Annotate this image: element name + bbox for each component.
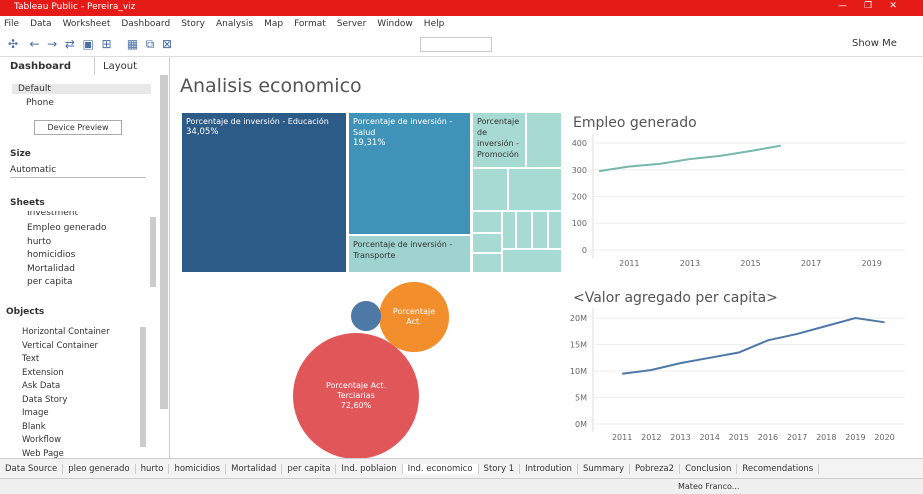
object-item[interactable]: Vertical Container (22, 340, 99, 351)
show-me[interactable]: Show Me (852, 38, 897, 49)
menu-item[interactable]: Dashboard (121, 18, 171, 29)
toolbar-icons[interactable]: ✣ ← → ⇄ ▣ ⊞ ▦ ⧉ ⊠ (8, 37, 173, 51)
tile-label: Porcentaje de inversión - Transporte (353, 240, 453, 260)
treemap-tile[interactable]: Porcentaje de inversión - Transporte (348, 235, 471, 273)
scrollbar[interactable] (150, 217, 156, 287)
object-item[interactable]: Workflow (22, 435, 62, 445)
device-preview-button[interactable]: Device Preview (34, 120, 122, 135)
tile-label: Porcentaje de inversión - Educación (186, 117, 329, 126)
treemap-minor-tile[interactable] (548, 211, 562, 249)
sheet-item[interactable]: Empleo generado (27, 223, 107, 233)
sheet-item[interactable]: homicidios (27, 250, 76, 260)
sheet-tab[interactable]: Introdution (520, 463, 578, 474)
object-item[interactable]: Ask Data (22, 381, 61, 391)
tile-value: 34,05% (186, 127, 219, 137)
object-item[interactable]: Horizontal Container (22, 327, 110, 337)
sheet-item[interactable]: hurto (27, 236, 52, 247)
sheet-tab[interactable]: Recomendations (737, 463, 820, 474)
menu-item[interactable]: Help (423, 18, 445, 29)
treemap-minor-tile[interactable] (502, 211, 516, 249)
menu-item[interactable]: File (4, 18, 20, 29)
menu-item[interactable]: Analysis (215, 18, 254, 29)
dashboard-title: Analisis economico (180, 75, 362, 97)
sheet-item[interactable]: Mortalidad (27, 263, 75, 274)
tile-label: Porcentaje de inversión - Promoción (477, 117, 520, 159)
treemap-minor-tile[interactable] (472, 253, 502, 273)
bubble-value: 72,60% (340, 401, 372, 410)
sheet-tab[interactable]: Conclusion (680, 463, 738, 474)
menu-item[interactable]: Worksheet (62, 18, 111, 29)
treemap-minor-tile[interactable] (502, 249, 562, 273)
bubble-label: Porcentaje Act. (392, 306, 436, 326)
dashboard: Analisis economico Porcentaje de inversi… (170, 57, 923, 459)
sheet-item[interactable]: per capita (27, 277, 73, 287)
bubble-text: Porcentaje Act. (390, 307, 439, 327)
device-option[interactable]: Default (12, 84, 151, 94)
menu-item[interactable]: Window (377, 18, 413, 29)
menu-bar: File Data Worksheet Dashboard Story Analysis M… (0, 16, 923, 31)
bubble-label: Porcentaje Act. Terciarias (325, 381, 387, 400)
sheet-tab[interactable]: Ind. poblaion (336, 463, 403, 474)
sheet-tab[interactable]: Data Source (0, 463, 64, 474)
treemap-minor-tile[interactable] (472, 233, 502, 253)
bubble-text: Porcentaje Act. Terciarias 72,60% (312, 381, 400, 411)
sheet-tab[interactable]: Story 1 (479, 463, 521, 474)
object-item[interactable]: Extension (22, 367, 64, 378)
treemap-minor-tile[interactable] (532, 211, 548, 249)
toolbar: ✣ ← → ⇄ ▣ ⊞ ▦ ⧉ ⊠ Show Me (0, 31, 923, 57)
sheet-item[interactable]: Investment (27, 211, 78, 217)
window-title: Tableau Public - Pereira_viz (14, 2, 136, 12)
treemap-minor-tile[interactable] (516, 211, 532, 249)
sheet-tab[interactable]: Pobreza2 (630, 463, 681, 474)
menu-item[interactable]: Data (30, 18, 52, 29)
sheet-tab[interactable]: Mortalidad (226, 463, 283, 474)
treemap-minor-tile[interactable] (472, 211, 502, 233)
section-label: Sheets (10, 198, 45, 208)
object-item[interactable]: Web Page (22, 448, 64, 459)
treemap-minor-tile[interactable] (472, 168, 508, 211)
sidebar: Dashboard Layout Default Phone Device Previe… (0, 57, 170, 459)
tile-label: Porcentaje de inversión - Salud (353, 117, 453, 137)
bubble[interactable]: Porcentaje Act. Terciarias 72,60% (293, 333, 419, 459)
sheet-tab[interactable]: pleo generado (63, 463, 136, 474)
status-bar: Mateo Franco... (0, 478, 923, 494)
sidebar-tab[interactable]: Layout (103, 61, 137, 72)
menu-item[interactable]: Server (336, 18, 367, 29)
object-item[interactable]: Text (22, 354, 40, 364)
divider (94, 57, 95, 75)
treemap-tile[interactable]: Porcentaje de inversión - Promoción (472, 112, 526, 168)
sheet-tabs: Data Source pleo generado hurto homicidios M… (0, 458, 923, 478)
sidebar-tab[interactable]: Dashboard (10, 61, 71, 72)
dropdown[interactable] (420, 37, 492, 52)
treemap-tile[interactable]: Porcentaje de inversión - Salud 19,31% (348, 112, 471, 235)
sheet-tab[interactable]: Ind. economico (402, 463, 479, 474)
menu-item[interactable]: Format (294, 18, 326, 29)
treemap-minor-tile[interactable] (526, 112, 562, 168)
section-label: Size (10, 149, 31, 159)
window-controls[interactable]: — ❐ ✕ (838, 1, 897, 11)
menu-item[interactable]: Map (264, 18, 284, 29)
sheet-tab[interactable]: per capita (282, 463, 337, 474)
sheet-tab[interactable]: Summary (578, 463, 631, 474)
user-name[interactable]: Mateo Franco... (678, 482, 740, 491)
object-item[interactable]: Blank (22, 421, 46, 432)
bubble[interactable] (351, 301, 381, 331)
scrollbar[interactable] (160, 75, 168, 409)
scrollbar[interactable] (140, 327, 146, 447)
object-item[interactable]: Data Story (22, 394, 68, 405)
tile-value: 19,31% (353, 138, 386, 148)
size-select[interactable]: Automatic (10, 165, 146, 178)
device-option[interactable]: Phone (26, 98, 54, 108)
treemap-minor-tile[interactable] (508, 168, 562, 211)
treemap-tile[interactable]: Porcentaje de inversión - Educación 34,05… (181, 112, 347, 273)
sheet-tab[interactable]: homicidios (169, 463, 227, 474)
menu-item[interactable]: Story (181, 18, 205, 29)
sheet-tab[interactable]: hurto (136, 463, 170, 474)
section-label: Objects (6, 307, 45, 317)
bubble[interactable]: Porcentaje Act. (379, 282, 449, 352)
title-bar: Tableau Public - Pereira_viz — ❐ ✕ (0, 0, 923, 16)
object-item[interactable]: Image (22, 408, 49, 418)
